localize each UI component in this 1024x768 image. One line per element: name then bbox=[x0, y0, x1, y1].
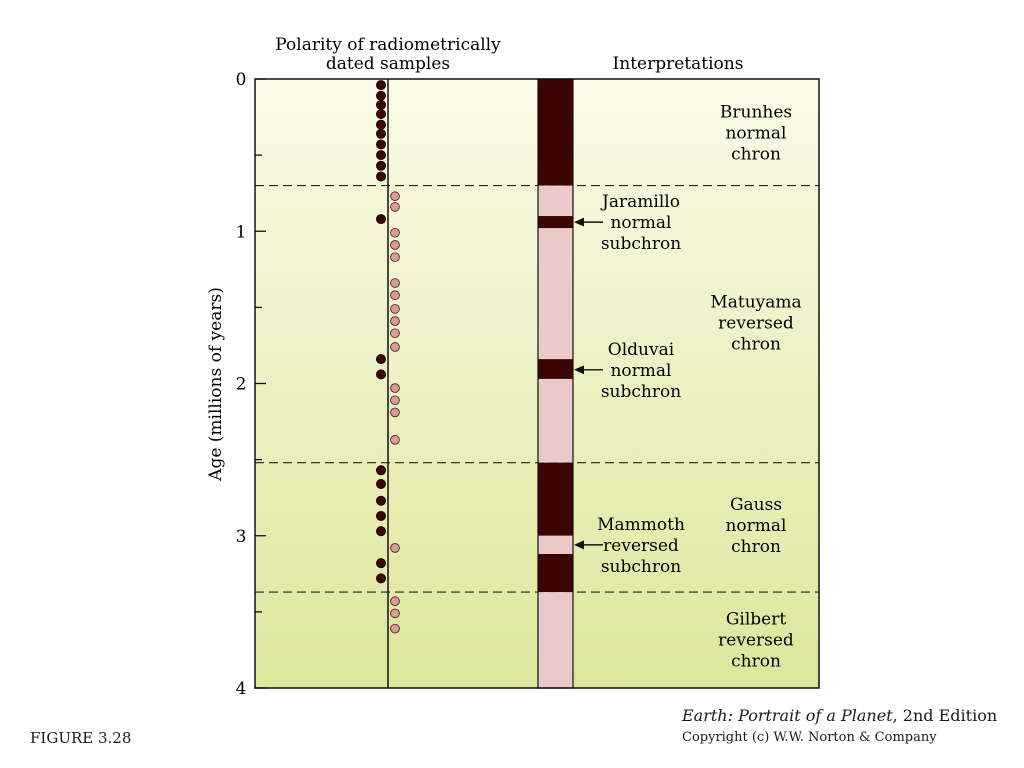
chron-boundaries bbox=[255, 184, 819, 593]
polarity-segment-normal bbox=[538, 554, 573, 593]
chron-label-line: chron bbox=[731, 335, 781, 355]
subchron-label-line: normal bbox=[610, 361, 671, 381]
normal-sample-dot bbox=[375, 99, 386, 110]
subchron-label-line: reversed bbox=[603, 536, 679, 556]
copyright-line: Copyright (c) W.W. Norton & Company bbox=[682, 730, 937, 745]
y-tick-label: 4 bbox=[236, 679, 247, 699]
y-tick-label: 0 bbox=[236, 70, 247, 90]
reversed-sample-dot bbox=[390, 395, 400, 406]
normal-sample-dot bbox=[375, 90, 386, 101]
normal-sample-dot bbox=[375, 150, 386, 161]
subchron-label-line: subchron bbox=[601, 382, 681, 402]
chron-label-line: Gauss bbox=[730, 495, 782, 515]
sample-dots bbox=[375, 80, 400, 634]
normal-sample-dot bbox=[375, 160, 386, 171]
subchron-label-line: Jaramillo bbox=[600, 192, 680, 212]
normal-sample-dot bbox=[375, 214, 386, 225]
reversed-sample-dot bbox=[390, 328, 400, 339]
subchron-arrowhead bbox=[574, 365, 584, 375]
book-credit: Earth: Portrait of a Planet, 2nd Edition bbox=[682, 706, 997, 725]
polarity-column bbox=[537, 78, 574, 689]
normal-sample-dot bbox=[375, 128, 386, 139]
book-edition: , 2nd Edition bbox=[892, 706, 998, 725]
chron-label-line: reversed bbox=[718, 314, 794, 334]
normal-sample-dot bbox=[375, 526, 386, 537]
reversed-sample-dot bbox=[390, 596, 400, 607]
chron-label-line: reversed bbox=[718, 630, 794, 650]
subchron-label-line: normal bbox=[610, 213, 671, 233]
normal-sample-dot bbox=[375, 354, 386, 365]
normal-sample-dot bbox=[375, 369, 386, 380]
normal-sample-dot bbox=[375, 510, 386, 521]
reversed-sample-dot bbox=[390, 278, 400, 288]
normal-sample-dot bbox=[375, 495, 386, 506]
chron-label-line: Brunhes bbox=[720, 102, 792, 122]
y-axis-ticks: 0 1 2 3 4 bbox=[236, 70, 266, 699]
polarity-segment-reversed bbox=[538, 228, 573, 360]
samples-column-title-line1: Polarity of radiometrically bbox=[275, 35, 501, 55]
reversed-sample-dot bbox=[390, 543, 400, 553]
samples-column-title-line2: dated samples bbox=[326, 54, 450, 74]
chron-labels: BrunhesnormalchronMatuyamareversedchronG… bbox=[710, 102, 801, 671]
polarity-segment-normal bbox=[538, 216, 573, 229]
y-axis-label: Age (millions of years) bbox=[206, 287, 226, 482]
chron-label-line: chron bbox=[731, 144, 781, 164]
subchron-labels: JaramillonormalsubchronOlduvainormalsubc… bbox=[574, 192, 685, 577]
reversed-sample-dot bbox=[390, 435, 400, 445]
polarity-segment-normal bbox=[538, 462, 573, 536]
reversed-sample-dot bbox=[390, 290, 400, 300]
subchron-label-line: Olduvai bbox=[608, 340, 675, 360]
y-tick-label: 3 bbox=[236, 527, 247, 547]
figure-number: FIGURE 3.28 bbox=[30, 729, 132, 747]
reversed-sample-dot bbox=[390, 240, 400, 250]
y-tick-label: 1 bbox=[236, 222, 247, 242]
polarity-segment-reversed bbox=[538, 378, 573, 463]
normal-sample-dot bbox=[375, 119, 386, 130]
reversed-sample-dot bbox=[390, 227, 400, 238]
reversed-sample-dot bbox=[390, 191, 400, 202]
normal-sample-dot bbox=[375, 558, 386, 569]
subchron-label-line: subchron bbox=[601, 234, 681, 254]
reversed-sample-dot bbox=[390, 252, 400, 262]
polarity-segment-reversed bbox=[538, 185, 573, 217]
interpretations-column-title: Interpretations bbox=[613, 54, 744, 74]
reversed-sample-dot bbox=[390, 202, 400, 212]
chron-label-line: Gilbert bbox=[726, 609, 787, 629]
reversed-sample-dot bbox=[390, 623, 400, 634]
y-tick-label: 2 bbox=[236, 375, 247, 395]
reversed-sample-dot bbox=[390, 383, 400, 393]
normal-sample-dot bbox=[375, 171, 386, 182]
polarity-segment-normal bbox=[538, 79, 573, 186]
chron-label-line: normal bbox=[725, 516, 786, 536]
normal-sample-dot bbox=[375, 139, 386, 150]
reversed-sample-dot bbox=[390, 407, 400, 418]
subchron-arrowhead bbox=[574, 217, 584, 227]
polarity-segment-reversed bbox=[538, 592, 573, 688]
polarity-segment-normal bbox=[538, 359, 573, 379]
polarity-segment-reversed bbox=[538, 535, 573, 555]
reversed-sample-dot bbox=[390, 342, 400, 352]
chron-label-line: normal bbox=[725, 123, 786, 143]
chron-label-line: chron bbox=[731, 537, 781, 557]
subchron-arrowhead bbox=[574, 540, 584, 550]
normal-sample-dot bbox=[375, 80, 386, 91]
reversed-sample-dot bbox=[390, 304, 400, 314]
subchron-label-line: Mammoth bbox=[597, 515, 685, 535]
normal-sample-dot bbox=[375, 465, 386, 476]
normal-sample-dot bbox=[375, 109, 386, 120]
normal-sample-dot bbox=[375, 478, 386, 489]
normal-sample-dot bbox=[375, 573, 386, 584]
chron-label-line: Matuyama bbox=[710, 293, 801, 313]
book-title: Earth: Portrait of a Planet bbox=[682, 706, 893, 725]
chron-label-line: chron bbox=[731, 651, 781, 671]
panel-background bbox=[255, 79, 819, 688]
subchron-label-line: subchron bbox=[601, 557, 681, 577]
reversed-sample-dot bbox=[390, 608, 400, 619]
reversed-sample-dot bbox=[390, 316, 400, 326]
